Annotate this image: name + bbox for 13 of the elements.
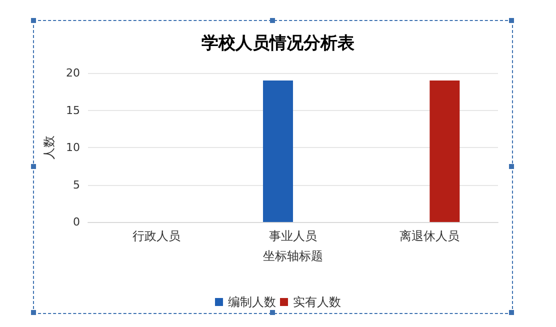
- y-tick-label: 0: [73, 216, 80, 228]
- legend-label: 实有人数: [293, 295, 341, 309]
- x-axis-title: 坐标轴标题: [263, 249, 323, 263]
- y-tick-label: 15: [66, 104, 80, 117]
- x-tick-label: 事业人员: [269, 229, 317, 243]
- legend-label: 编制人数: [228, 295, 276, 309]
- chart-title: 学校人员情况分析表: [202, 34, 356, 54]
- x-tick-label: 离退休人员: [400, 229, 460, 243]
- y-axis-title: 人数: [42, 136, 56, 160]
- y-tick-label: 20: [66, 66, 80, 80]
- y-tick-label: 10: [66, 141, 80, 154]
- y-tick-label: 5: [73, 178, 80, 192]
- x-tick-label: 行政人员: [132, 229, 180, 243]
